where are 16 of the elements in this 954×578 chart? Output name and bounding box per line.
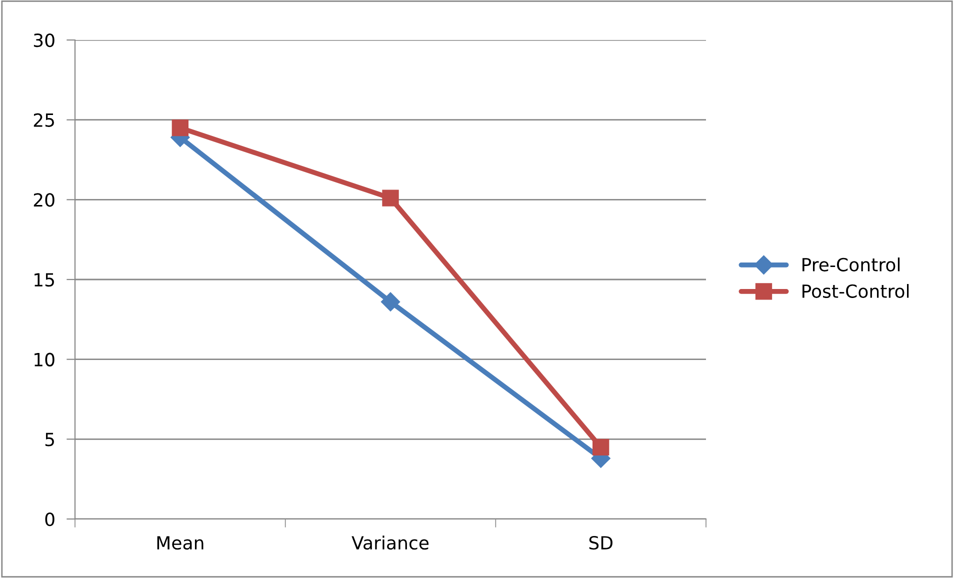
x-tick-label: SD <box>589 536 612 550</box>
point <box>592 438 610 456</box>
y-tick-label: 10 <box>34 352 54 366</box>
y-tick-label: 0 <box>45 512 54 526</box>
y-tick-label: 30 <box>34 33 54 48</box>
legend-label: Pre-Control <box>802 258 900 272</box>
point <box>172 119 188 136</box>
y-tick-label: 5 <box>45 432 54 446</box>
point <box>380 292 400 312</box>
legend-label: Post-Control <box>802 284 909 298</box>
y-tick-label: 15 <box>34 273 54 287</box>
point <box>382 190 399 206</box>
y-tick-label: 20 <box>34 193 54 207</box>
x-tick-label: Mean <box>157 536 204 550</box>
x-tick-label: Variance <box>352 536 429 550</box>
y-tick-label: 25 <box>34 113 54 127</box>
